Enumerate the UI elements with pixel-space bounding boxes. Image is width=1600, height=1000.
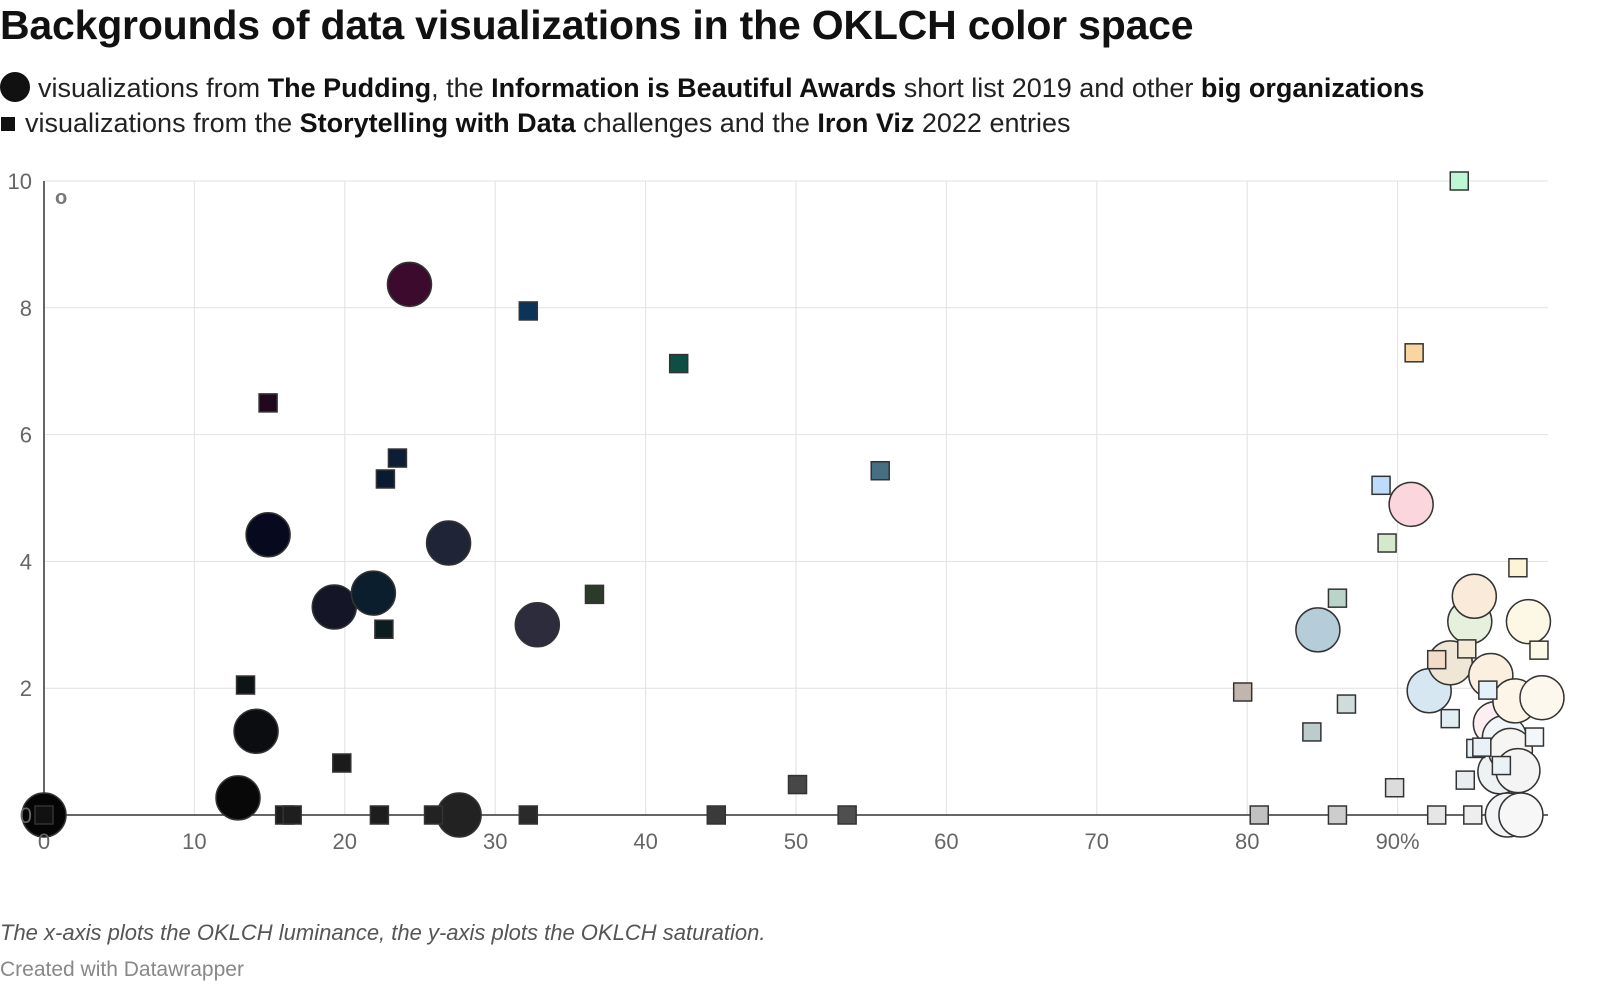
tick-labels: 0 2 4 6 8 10 0 10 20 30 40 50 60 70 80 90% o bbox=[8, 169, 1420, 854]
legend-bold-text: The Pudding bbox=[267, 73, 432, 103]
circle-point[interactable] bbox=[1388, 481, 1434, 528]
circle-point[interactable] bbox=[386, 261, 433, 308]
square-point[interactable] bbox=[1404, 343, 1424, 363]
circle-point[interactable] bbox=[311, 584, 358, 630]
x-tick-label: 30 bbox=[483, 829, 507, 854]
square-point[interactable] bbox=[1449, 171, 1470, 191]
square-point[interactable] bbox=[282, 805, 302, 825]
circle-point[interactable] bbox=[1451, 573, 1498, 620]
y-tick-label: 6 bbox=[20, 423, 32, 448]
circle-point[interactable] bbox=[1295, 607, 1341, 653]
circle-point[interactable] bbox=[425, 520, 472, 566]
square-point[interactable] bbox=[258, 393, 278, 413]
square-point[interactable] bbox=[1472, 737, 1492, 757]
square-point[interactable] bbox=[1491, 755, 1512, 776]
x-tick-label: 70 bbox=[1085, 829, 1109, 854]
legend-text: visualizations from bbox=[38, 73, 268, 103]
y-tick-label: 2 bbox=[20, 676, 32, 701]
square-point[interactable] bbox=[1249, 805, 1269, 825]
square-point[interactable] bbox=[1327, 588, 1348, 608]
circle-point[interactable] bbox=[1519, 674, 1565, 721]
square-point[interactable] bbox=[235, 675, 256, 695]
legend-text: 2022 entries bbox=[914, 108, 1071, 138]
square-point[interactable] bbox=[1524, 727, 1545, 747]
legend-bold-text: Iron Viz bbox=[817, 108, 915, 138]
legend-text: , the bbox=[431, 73, 492, 103]
square-point[interactable] bbox=[518, 805, 539, 825]
y-tick-label: 10 bbox=[8, 169, 32, 194]
data-points bbox=[21, 171, 1565, 838]
square-point[interactable] bbox=[1302, 722, 1322, 742]
square-point[interactable] bbox=[1529, 640, 1549, 660]
x-tick-label: 60 bbox=[934, 829, 958, 854]
square-point[interactable] bbox=[34, 805, 54, 825]
square-point[interactable] bbox=[1232, 682, 1253, 702]
square-point[interactable] bbox=[1371, 475, 1391, 496]
circle-point[interactable] bbox=[1498, 792, 1544, 838]
x-tick-label: 10 bbox=[182, 829, 206, 854]
square-point[interactable] bbox=[584, 584, 605, 605]
circle-point[interactable] bbox=[1505, 598, 1552, 645]
square-point[interactable] bbox=[1440, 708, 1460, 729]
square-point[interactable] bbox=[375, 469, 396, 489]
square-point[interactable] bbox=[1457, 639, 1477, 659]
y-tick-label: 0 bbox=[20, 803, 32, 828]
square-point[interactable] bbox=[706, 805, 727, 825]
circle-point[interactable] bbox=[245, 512, 291, 558]
credit-link[interactable]: Created with Datawrapper bbox=[0, 958, 244, 981]
circle-point[interactable] bbox=[350, 570, 397, 616]
legend-text: short list 2019 and other bbox=[896, 73, 1201, 103]
square-point[interactable] bbox=[518, 301, 539, 321]
corner-label: o bbox=[55, 187, 67, 209]
circle-point[interactable] bbox=[215, 775, 261, 821]
square-point[interactable] bbox=[1426, 649, 1447, 670]
legend-bold-text: big organizations bbox=[1200, 73, 1425, 103]
legend-text: challenges and the bbox=[575, 108, 818, 138]
chart-title: Backgrounds of data visualizations in th… bbox=[0, 2, 1194, 48]
y-tick-label: 8 bbox=[20, 296, 32, 321]
square-point[interactable] bbox=[1508, 557, 1528, 578]
grid bbox=[44, 180, 1548, 815]
square-point[interactable] bbox=[1384, 777, 1405, 798]
y-tick-label: 4 bbox=[20, 549, 32, 574]
square-legend-icon bbox=[1, 117, 15, 131]
square-point[interactable] bbox=[1463, 805, 1483, 825]
square-point[interactable] bbox=[1455, 770, 1476, 790]
legend-bold-text: Storytelling with Data bbox=[299, 108, 576, 138]
square-point[interactable] bbox=[1478, 680, 1498, 700]
legend-bold-text: Information is Beautiful Awards bbox=[491, 73, 897, 103]
circle-point[interactable] bbox=[514, 602, 561, 648]
legend-row-squares: visualizations from the Storytelling wit… bbox=[0, 108, 1070, 139]
circle-legend-icon bbox=[0, 72, 30, 102]
square-point[interactable] bbox=[1336, 694, 1357, 714]
x-tick-label: 0 bbox=[38, 829, 50, 854]
square-point[interactable] bbox=[369, 805, 390, 825]
x-tick-label: 20 bbox=[333, 829, 357, 854]
scatter-plot: 0 2 4 6 8 10 0 10 20 30 40 50 60 70 80 90% o bbox=[8, 169, 1565, 854]
x-tick-label: 90% bbox=[1376, 829, 1420, 854]
square-point[interactable] bbox=[1327, 805, 1348, 825]
circle-point[interactable] bbox=[436, 792, 482, 838]
axis-note: The x-axis plots the OKLCH luminance, th… bbox=[0, 920, 766, 945]
square-point[interactable] bbox=[332, 753, 352, 773]
x-tick-label: 50 bbox=[784, 829, 808, 854]
square-point[interactable] bbox=[1377, 533, 1397, 553]
square-point[interactable] bbox=[1426, 805, 1447, 825]
square-point[interactable] bbox=[668, 353, 689, 374]
legend-text: visualizations from the bbox=[25, 108, 300, 138]
square-point[interactable] bbox=[787, 774, 808, 795]
square-point[interactable] bbox=[423, 805, 444, 825]
square-point[interactable] bbox=[837, 805, 857, 825]
legend-row-circles: visualizations from The Pudding, the Inf… bbox=[0, 72, 1424, 104]
square-point[interactable] bbox=[870, 460, 890, 481]
square-point[interactable] bbox=[374, 619, 394, 639]
circle-point[interactable] bbox=[233, 708, 279, 755]
square-point[interactable] bbox=[387, 448, 408, 468]
x-tick-label: 40 bbox=[633, 829, 657, 854]
x-tick-label: 80 bbox=[1235, 829, 1259, 854]
